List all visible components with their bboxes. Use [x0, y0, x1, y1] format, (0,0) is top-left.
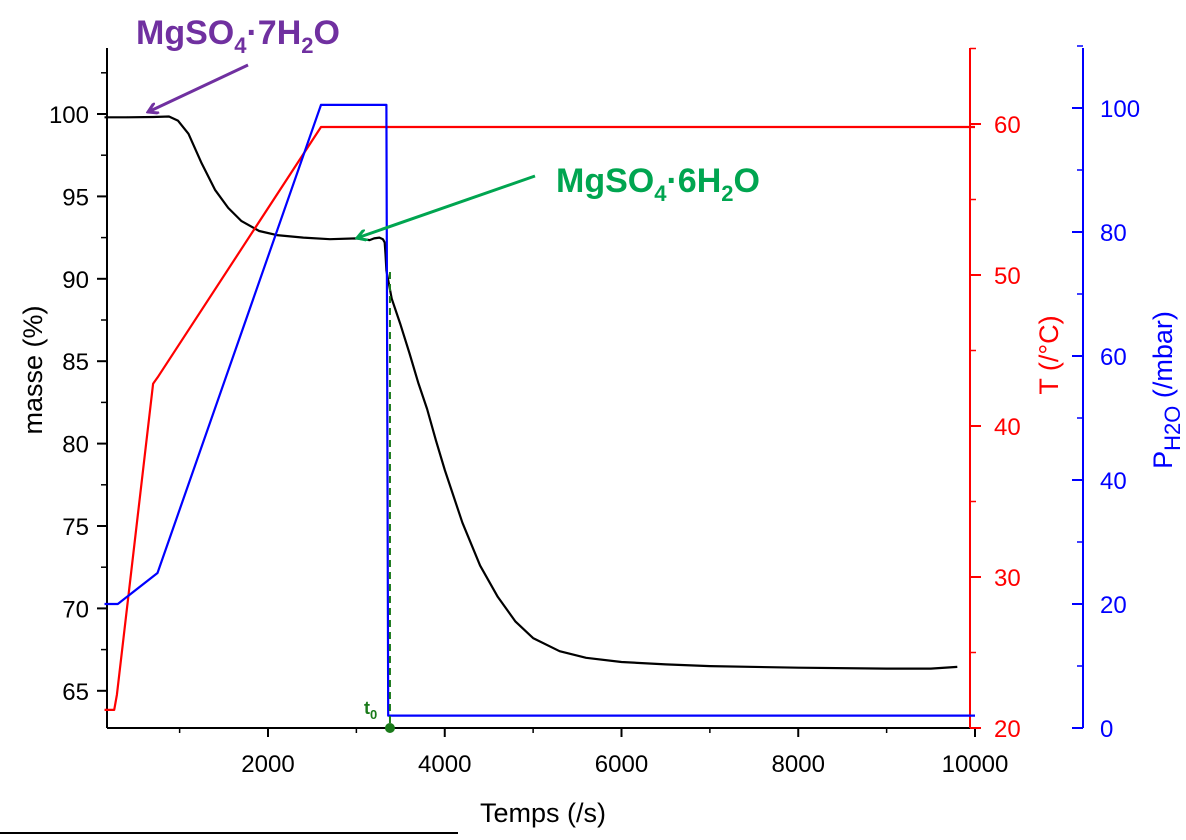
annot-6-sub2: 2: [721, 181, 733, 206]
t0-marker: t0: [364, 272, 395, 733]
y-right-p-tick-label: 100: [1100, 96, 1140, 123]
y-left-tick-label: 80: [62, 432, 89, 459]
y-left-tick-label: 100: [49, 102, 89, 129]
arrow-mgso4-7h2o: [148, 63, 249, 112]
annot-7-end: O: [314, 14, 340, 52]
ticks-layer: 2000 4000 6000 8000 100006570758085909510020…: [49, 45, 1140, 778]
y-left-tick-label: 75: [62, 514, 89, 541]
y-right-p-tick-label: 80: [1100, 220, 1127, 247]
annot-6-main: MgSO: [556, 162, 654, 200]
y-right-p-axis-title: PH2O (/mbar): [1148, 311, 1185, 469]
y-right-t-axis-title: T (/°C): [1034, 315, 1064, 394]
annot-6-end: O: [734, 162, 760, 200]
y-right-p-tick-label: 0: [1100, 716, 1113, 743]
y-left-tick-label: 85: [62, 349, 89, 376]
x-axis-title: Temps (/s): [480, 798, 606, 828]
y-right-t-tick-label: 60: [994, 112, 1021, 139]
axes-frame: [106, 48, 1084, 729]
t0-dot: [384, 723, 395, 733]
y-right-t-tick-label: 20: [994, 716, 1021, 743]
annot-7-sub2: 2: [301, 33, 313, 58]
annot-7-sub1: 4: [234, 33, 247, 58]
y-left-tick-label: 70: [62, 596, 89, 623]
annot-7-main: MgSO: [136, 14, 234, 52]
temperature-series-line: [104, 125, 975, 712]
x-tick-label: 4000: [418, 751, 471, 778]
annot-7-mid: ·7H: [246, 14, 301, 52]
annot-6-mid: ·6H: [666, 162, 721, 200]
y-left-tick-label: 95: [62, 184, 89, 211]
series-layer: [104, 103, 975, 717]
y-right-p-tick-label: 40: [1100, 468, 1127, 495]
bottom-rule: [0, 832, 458, 834]
y-right-p-tick-label: 20: [1100, 592, 1127, 619]
arrow-mgso4-6h2o: [357, 174, 536, 238]
y-right-p-tick-label: 60: [1100, 344, 1127, 371]
annot-6-sub1: 4: [654, 181, 667, 206]
x-tick-label: 10000: [942, 751, 1009, 778]
y-right-t-tick-label: 40: [994, 414, 1021, 441]
x-tick-label: 8000: [772, 751, 825, 778]
y-left-tick-label: 90: [62, 267, 89, 294]
p-axis-unit: (/mbar): [1148, 311, 1178, 406]
p-axis-main: P: [1148, 451, 1178, 469]
y-right-t-tick-label: 50: [994, 263, 1021, 290]
mass-series-line: [104, 115, 958, 670]
y-left-axis-title: masse (%): [18, 305, 48, 434]
x-tick-label: 6000: [595, 751, 648, 778]
x-tick-label: 2000: [241, 751, 294, 778]
annotation-mgso4-6h2o: MgSO4·6H2O: [556, 162, 760, 206]
t0-label: t0: [364, 698, 377, 722]
y-right-t-tick-label: 30: [994, 565, 1021, 592]
y-left-tick-label: 65: [62, 679, 89, 706]
annotation-mgso4-7h2o: MgSO4·7H2O: [136, 14, 340, 58]
pressure-series-line: [104, 103, 975, 717]
p-axis-sub: H2O: [1160, 406, 1185, 451]
